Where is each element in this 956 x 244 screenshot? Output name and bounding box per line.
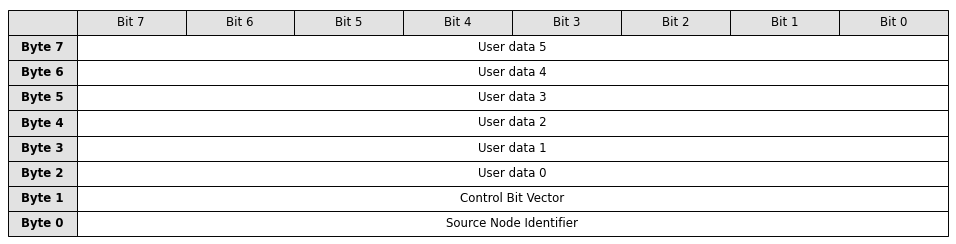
Bar [76, 85, 948, 111]
Bar [8, 60, 76, 85]
Bar [76, 10, 185, 35]
Text: User data 4: User data 4 [478, 66, 547, 79]
Bar [8, 161, 76, 186]
Text: Bit 3: Bit 3 [554, 16, 580, 29]
Text: Byte 2: Byte 2 [21, 167, 63, 180]
Text: User data 3: User data 3 [478, 92, 547, 104]
Bar [76, 211, 948, 236]
Bar [76, 111, 948, 136]
Bar [76, 35, 948, 60]
Bar [294, 10, 403, 35]
Bar [8, 35, 76, 60]
Text: Control Bit Vector: Control Bit Vector [460, 192, 564, 205]
Bar [8, 136, 76, 161]
Bar [839, 10, 948, 35]
Text: Bit 2: Bit 2 [662, 16, 689, 29]
Text: User data 0: User data 0 [478, 167, 547, 180]
Text: Bit 5: Bit 5 [336, 16, 362, 29]
Text: Byte 5: Byte 5 [21, 92, 64, 104]
Bar [621, 10, 730, 35]
Bar [8, 186, 76, 211]
Text: Bit 4: Bit 4 [445, 16, 471, 29]
Text: Byte 4: Byte 4 [21, 116, 64, 130]
Bar [8, 10, 76, 35]
Bar [730, 10, 839, 35]
Text: Byte 0: Byte 0 [21, 217, 63, 230]
Bar [185, 10, 294, 35]
Bar [76, 60, 948, 85]
Text: Bit 6: Bit 6 [227, 16, 253, 29]
Bar [512, 10, 621, 35]
Bar [8, 111, 76, 136]
Bar [76, 136, 948, 161]
Bar [76, 186, 948, 211]
Text: Byte 1: Byte 1 [21, 192, 63, 205]
Text: Bit 7: Bit 7 [118, 16, 144, 29]
Bar [8, 85, 76, 111]
Text: Source Node Identifier: Source Node Identifier [446, 217, 578, 230]
Text: Byte 3: Byte 3 [21, 142, 63, 155]
Bar [403, 10, 512, 35]
Bar [8, 211, 76, 236]
Text: Byte 6: Byte 6 [21, 66, 64, 79]
Text: Bit 0: Bit 0 [880, 16, 907, 29]
Text: User data 1: User data 1 [478, 142, 547, 155]
Text: Bit 1: Bit 1 [771, 16, 798, 29]
Text: User data 2: User data 2 [478, 116, 547, 130]
Text: User data 5: User data 5 [478, 41, 547, 54]
Bar [76, 161, 948, 186]
Text: Byte 7: Byte 7 [21, 41, 63, 54]
